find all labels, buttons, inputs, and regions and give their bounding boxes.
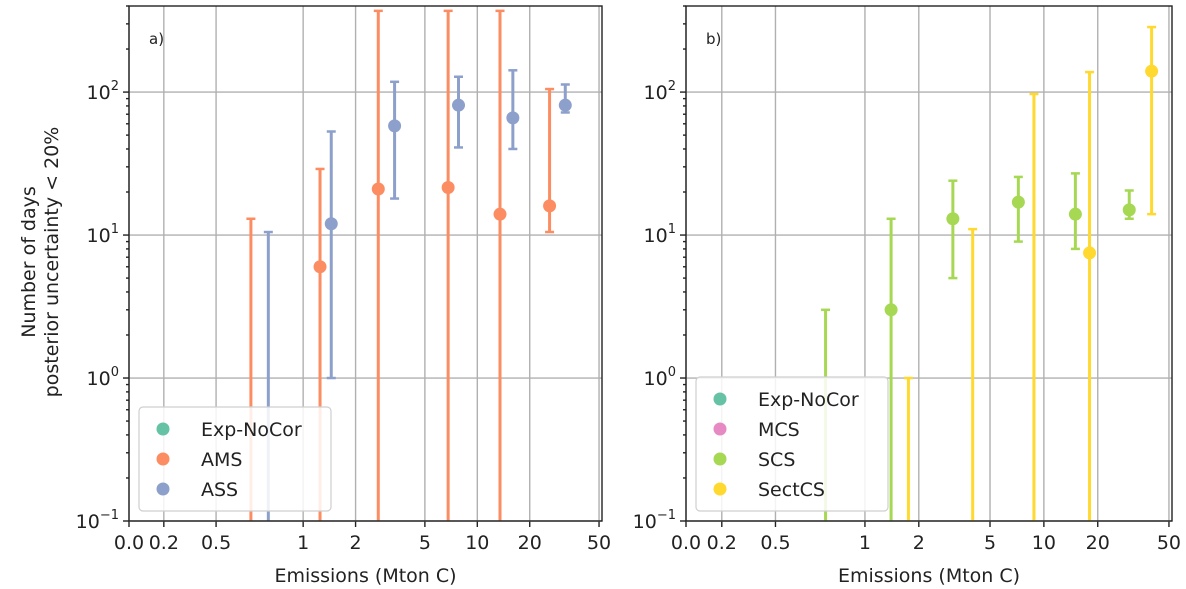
chart-panel-b: 0.0 0.2 0.5 1 2 5 10 20 50 10−1 100 101 102 b) Emissio… bbox=[633, 5, 1181, 587]
data-point bbox=[1145, 64, 1159, 78]
data-point bbox=[452, 98, 466, 112]
x-tick-label: 0.5 bbox=[201, 532, 231, 554]
legend-marker bbox=[156, 422, 170, 436]
legend-label: Exp-NoCor bbox=[758, 389, 859, 411]
legend-label: SCS bbox=[758, 449, 795, 471]
x-tick-label: 50 bbox=[587, 532, 611, 554]
legend-label: ASS bbox=[201, 479, 238, 501]
y-tick-label: 10−1 bbox=[76, 508, 119, 533]
data-point bbox=[946, 212, 960, 226]
legend-marker bbox=[156, 452, 170, 466]
legend-marker bbox=[713, 422, 727, 436]
y-tick-label: 102 bbox=[644, 79, 676, 104]
x-tick-label: 10 bbox=[1032, 532, 1056, 554]
x-tick-label: 2 bbox=[350, 532, 362, 554]
legend-label: MCS bbox=[758, 419, 800, 441]
x-tick-label: 0.5 bbox=[760, 532, 790, 554]
legend-marker bbox=[713, 392, 727, 406]
legend-frame bbox=[695, 376, 889, 512]
x-tick-label: 2 bbox=[913, 532, 925, 554]
legend-marker bbox=[713, 482, 727, 496]
data-point bbox=[884, 303, 898, 317]
x-tick-label: 1 bbox=[859, 532, 871, 554]
plot-frame bbox=[685, 5, 1173, 522]
data-point bbox=[1011, 195, 1025, 209]
x-tick-label: 5 bbox=[419, 532, 431, 554]
panel-label: a) bbox=[149, 30, 164, 48]
plot-frame bbox=[128, 5, 603, 522]
y-tick-label: 101 bbox=[87, 222, 119, 247]
legend-frame bbox=[138, 406, 332, 512]
legend-marker bbox=[156, 482, 170, 496]
data-point bbox=[324, 217, 338, 231]
y-tick-label: 101 bbox=[644, 222, 676, 247]
y-tick-label: 10−1 bbox=[633, 508, 676, 533]
legend-label: Exp-NoCor bbox=[201, 419, 302, 441]
x-tick-label: 20 bbox=[1086, 532, 1110, 554]
x-tick-label: 50 bbox=[1157, 532, 1181, 554]
x-tick-label: 1 bbox=[297, 532, 309, 554]
y-tick-label: 102 bbox=[87, 79, 119, 104]
chart-panel-a: 0.0 0.2 0.5 1 2 5 10 20 50 10−1 100 101 102 a) Emissio… bbox=[76, 5, 611, 587]
x-axis-title: Emissions (Mton C) bbox=[274, 565, 456, 587]
y-tick-label: 100 bbox=[644, 365, 676, 390]
data-point bbox=[313, 260, 327, 274]
x-axis-title: Emissions (Mton C) bbox=[838, 565, 1020, 587]
data-point bbox=[1083, 246, 1097, 260]
x-tick-label: 0.2 bbox=[149, 532, 179, 554]
data-point bbox=[558, 98, 572, 112]
data-point bbox=[441, 181, 455, 195]
data-point bbox=[1122, 203, 1136, 217]
legend-label: AMS bbox=[201, 449, 242, 471]
x-tick-label: 0.0 bbox=[114, 532, 144, 554]
data-point bbox=[543, 199, 557, 213]
x-tick-label: 5 bbox=[984, 532, 996, 554]
legend-marker bbox=[713, 452, 727, 466]
data-point bbox=[1068, 207, 1082, 221]
data-point bbox=[493, 207, 507, 221]
y-axis-title-line-2: posterior uncertainty < 20% bbox=[41, 127, 63, 398]
x-tick-label: 0.0 bbox=[671, 532, 701, 554]
data-point bbox=[371, 182, 385, 196]
data-point bbox=[506, 111, 520, 125]
legend: Exp-NoCor AMS ASS bbox=[138, 406, 332, 512]
data-point bbox=[388, 119, 402, 133]
x-tick-label: 10 bbox=[465, 532, 489, 554]
legend: Exp-NoCor MCS SCS SectCS bbox=[695, 376, 889, 512]
panel-label: b) bbox=[706, 30, 721, 48]
x-tick-label: 20 bbox=[518, 532, 542, 554]
y-axis-title-line-1: Number of days bbox=[18, 186, 40, 338]
plot-area bbox=[821, 25, 1159, 521]
legend-label: SectCS bbox=[758, 479, 825, 501]
x-tick-label: 0.2 bbox=[707, 532, 737, 554]
y-tick-label: 100 bbox=[87, 365, 119, 390]
